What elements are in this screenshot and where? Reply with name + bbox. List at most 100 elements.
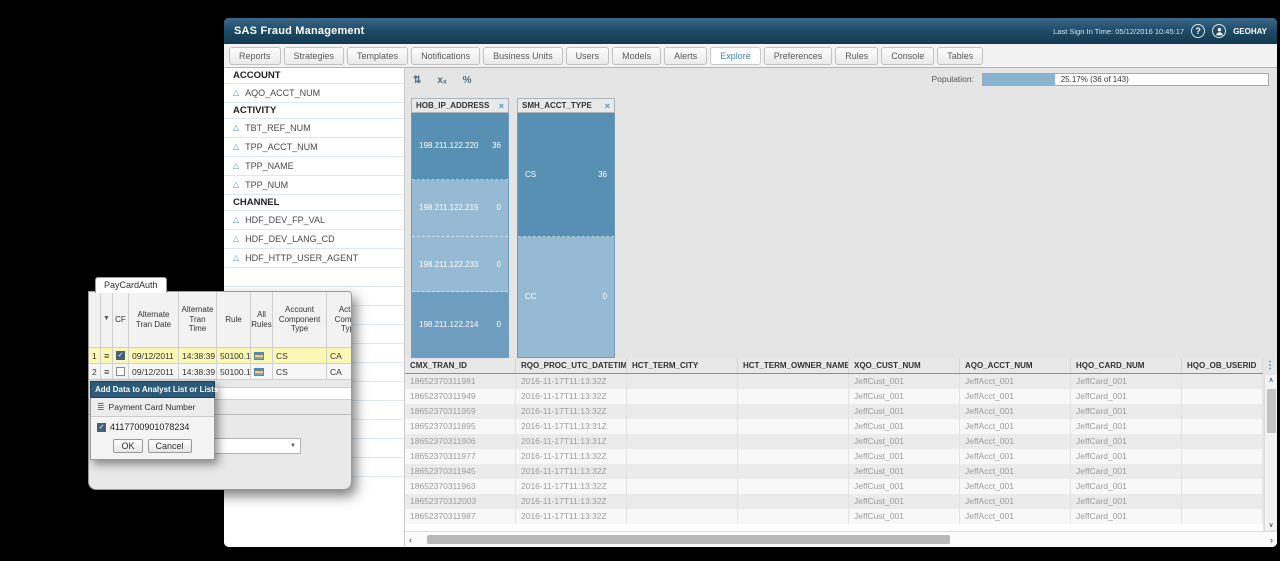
grid-menu-icon[interactable]: ⋮ <box>1265 360 1275 371</box>
table-row[interactable]: 18652370311906 2016-11-17T11:13:31Z JeffCu… <box>405 434 1263 449</box>
popup-list-item[interactable]: ✓ 4117700901078234 <box>91 417 214 439</box>
paycard-cell-cf-checkbox[interactable]: ✓ <box>113 348 129 364</box>
horizontal-scroll-thumb[interactable] <box>427 535 951 544</box>
chart-panel-header: SMH_ACCT_TYPE × <box>517 98 615 113</box>
scroll-right-icon[interactable]: › <box>1270 535 1273 545</box>
paycard-row[interactable]: 1 ≡ ✓ 09/12/2011 14:38:39 50100.1 CS CA <box>89 348 351 364</box>
row-menu-icon[interactable]: ≡ <box>104 350 110 361</box>
all-rules-icon[interactable] <box>254 367 264 376</box>
grid-column-header-xqo-cust-num[interactable]: XQO_CUST_NUM <box>849 358 960 373</box>
percent-icon[interactable]: % <box>462 75 472 86</box>
table-row[interactable]: 18652370312003 2016-11-17T11:13:32Z JeffCu… <box>405 494 1263 509</box>
tab-alerts[interactable]: Alerts <box>664 46 708 65</box>
grid-column-header-hqo-card-num[interactable]: HQO_CARD_NUM <box>1071 358 1182 373</box>
tab-explore[interactable]: Explore <box>710 46 761 65</box>
paycard-cell-cf-checkbox[interactable] <box>113 364 129 380</box>
table-row[interactable]: 18652370311977 2016-11-17T11:13:32Z JeffCu… <box>405 449 1263 464</box>
tab-console[interactable]: Console <box>881 46 935 65</box>
paycard-column-header[interactable] <box>89 292 101 348</box>
horizontal-scrollbar[interactable]: ‹ › <box>405 531 1277 547</box>
grid-column-header-cmx-tran-id[interactable]: CMX_TRAN_ID <box>405 358 516 373</box>
tab-business-units[interactable]: Business Units <box>483 46 563 65</box>
bar-segment[interactable]: 198.211.122.214 0 <box>412 292 508 357</box>
filter-funnel-icon[interactable]: ▼ <box>103 315 110 323</box>
paycard-cell-row-number[interactable]: 2 <box>89 364 101 380</box>
scroll-down-icon[interactable]: ∨ <box>1268 522 1274 529</box>
grid-column-header-hct-term-city[interactable]: HCT_TERM_CITY <box>627 358 738 373</box>
table-row[interactable]: 18652370311981 2016-11-17T11:13:32Z JeffCu… <box>405 374 1263 389</box>
help-icon[interactable]: ? <box>1191 24 1206 38</box>
sidebar-item-tpp-name[interactable]: △ TPP_NAME <box>224 157 404 176</box>
tab-reports[interactable]: Reports <box>229 46 281 65</box>
sidebar-item-aqo-acct-num[interactable]: △ AQO_ACCT_NUM <box>224 84 404 103</box>
paycard-column-header-cf[interactable]: CF <box>113 292 129 348</box>
measure-triangle-icon: △ <box>233 161 240 170</box>
tab-strategies[interactable]: Strategies <box>283 46 345 65</box>
bar-segment[interactable]: 198.211.122.220 36 <box>412 113 508 180</box>
paycard-column-header-alternate-tran-date[interactable]: Alternate Tran Date <box>129 292 179 348</box>
all-rules-icon[interactable] <box>254 351 264 360</box>
grid-column-header-rqo-proc-utc-datetime[interactable]: RQO_PROC_UTC_DATETIME <box>516 358 627 373</box>
paycard-cell-row-menu-icon[interactable]: ≡ <box>101 348 113 364</box>
table-row[interactable]: 18652370311987 2016-11-17T11:13:32Z JeffCu… <box>405 509 1263 524</box>
cf-checkbox[interactable]: ✓ <box>116 351 125 360</box>
suppress-values-icon[interactable]: xₓ <box>437 75 447 86</box>
cf-checkbox[interactable] <box>116 367 125 376</box>
table-row[interactable]: 18652370311959 2016-11-17T11:13:32Z JeffCu… <box>405 404 1263 419</box>
close-icon[interactable]: × <box>498 100 504 111</box>
paycardauth-dropdown[interactable]: ▼ <box>207 438 301 454</box>
row-menu-icon[interactable]: ≡ <box>104 366 110 377</box>
table-row[interactable]: 18652370311963 2016-11-17T11:13:32Z JeffCu… <box>405 479 1263 494</box>
paycard-cell-row-menu-icon[interactable]: ≡ <box>101 364 113 380</box>
sidebar-item-hdf-dev-fp-val[interactable]: △ HDF_DEV_FP_VAL <box>224 211 404 230</box>
vertical-scroll-thumb[interactable] <box>1267 389 1276 433</box>
title-bar: SAS Fraud Management Last Sign In Time: … <box>224 18 1277 44</box>
grid-column-header-aqo-acct-num[interactable]: AQO_ACCT_NUM <box>960 358 1071 373</box>
sidebar-item-hdf-http-user-agent[interactable]: △ HDF_HTTP_USER_AGENT <box>224 249 404 268</box>
table-row[interactable]: 18652370311949 2016-11-17T11:13:32Z JeffCu… <box>405 389 1263 404</box>
tab-tables[interactable]: Tables <box>937 46 984 65</box>
population-bar: 25.17% (36 of 143) <box>982 72 1269 86</box>
scroll-left-icon[interactable]: ‹ <box>409 535 412 545</box>
grid-cell <box>738 434 849 449</box>
paycardauth-tab[interactable]: PayCardAuth <box>95 277 167 293</box>
tab-models[interactable]: Models <box>612 46 662 65</box>
table-row[interactable]: 18652370311895 2016-11-17T11:13:31Z JeffCu… <box>405 419 1263 434</box>
sidebar-item-tpp-num[interactable]: △ TPP_NUM <box>224 176 404 195</box>
paycard-column-header-activ-compo-typ[interactable]: Activ Compo Typ <box>327 292 351 348</box>
paycard-row[interactable]: 2 ≡ 09/12/2011 14:38:39 50100.1 CS CA <box>89 364 351 380</box>
cancel-button[interactable]: Cancel <box>147 439 192 453</box>
sort-icon[interactable]: ⇅ <box>413 75 422 86</box>
table-row[interactable]: 18652370311945 2016-11-17T11:13:32Z JeffCu… <box>405 464 1263 479</box>
paycard-cell-all-rules-icon-cell[interactable] <box>251 364 273 380</box>
username[interactable]: GEOHAY <box>1233 26 1267 36</box>
paycard-column-header[interactable]: ▼ <box>101 292 113 348</box>
population-label: Population: <box>931 74 974 84</box>
grid-column-header-hqo-ob-userid[interactable]: HQO_OB_USERID <box>1182 358 1263 373</box>
paycard-column-header-account-component-type[interactable]: Account Component Type <box>273 292 327 348</box>
paycard-cell-all-rules-icon-cell[interactable] <box>251 348 273 364</box>
paycard-cell-row-number[interactable]: 1 <box>89 348 101 364</box>
vertical-scrollbar[interactable]: ∧ ∨ <box>1264 375 1277 530</box>
paycard-column-header-alternate-tran-time[interactable]: Alternate Tran Time <box>179 292 217 348</box>
ok-button[interactable]: OK <box>113 439 143 453</box>
bar-segment[interactable]: CC 0 <box>518 236 614 357</box>
bar-segment[interactable]: CS 36 <box>518 113 614 237</box>
paycard-column-header-all-rules[interactable]: All Rules <box>251 292 273 348</box>
close-icon[interactable]: × <box>604 100 610 111</box>
sidebar-item-tbt-ref-num[interactable]: △ TBT_REF_NUM <box>224 119 404 138</box>
tab-users[interactable]: Users <box>565 46 610 65</box>
sidebar-item-tpp-acct-num[interactable]: △ TPP_ACCT_NUM <box>224 138 404 157</box>
bar-segment[interactable]: 198.211.122.215 0 <box>412 179 508 237</box>
tab-rules[interactable]: Rules <box>835 46 879 65</box>
tab-notifications[interactable]: Notifications <box>411 46 481 65</box>
user-icon[interactable] <box>1212 24 1227 38</box>
bar-segment[interactable]: 198.211.122.233 0 <box>412 236 508 293</box>
card-number-checkbox[interactable]: ✓ <box>97 422 106 432</box>
paycard-column-header-rule[interactable]: Rule <box>217 292 251 348</box>
tab-preferences[interactable]: Preferences <box>763 46 833 65</box>
grid-column-header-hct-term-owner-name[interactable]: HCT_TERM_OWNER_NAME <box>738 358 849 373</box>
scroll-up-icon[interactable]: ∧ <box>1268 377 1274 384</box>
sidebar-item-hdf-dev-lang-cd[interactable]: △ HDF_DEV_LANG_CD <box>224 230 404 249</box>
tab-templates[interactable]: Templates <box>347 46 409 65</box>
